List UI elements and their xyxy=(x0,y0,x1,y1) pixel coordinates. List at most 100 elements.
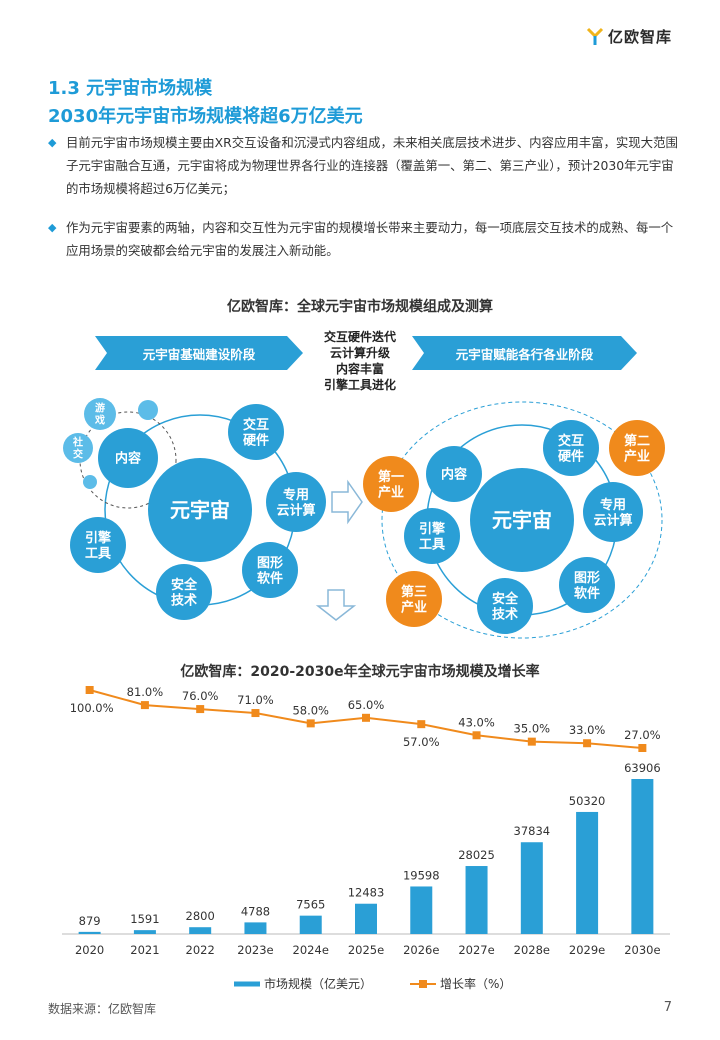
driver-item: 内容丰富 xyxy=(335,362,384,376)
bar-value-label: 50320 xyxy=(569,794,606,808)
left-node-label: 软件 xyxy=(257,570,283,586)
right-node-label: 技术 xyxy=(492,606,518,622)
left-node-label: 技术 xyxy=(171,592,197,608)
diagram-title: 亿欧智库：全球元宇宙市场规模组成及测算 xyxy=(227,299,493,315)
right-node: 内容 xyxy=(426,446,482,502)
growth-marker xyxy=(362,713,370,722)
bar xyxy=(299,915,322,934)
stage-right-arrow-shape xyxy=(412,336,637,370)
bar-value-label: 28025 xyxy=(458,848,495,862)
bar xyxy=(78,931,101,934)
left-small-node-label: 游 xyxy=(95,402,105,415)
page-number: 7 xyxy=(663,1000,672,1015)
industry-node-circle xyxy=(386,571,442,627)
left-node-label: 交互 xyxy=(243,417,269,433)
right-center-node-label: 元宇宙 xyxy=(492,508,552,532)
bar-value-label: 1591 xyxy=(130,912,159,926)
right-node-label: 安全 xyxy=(492,591,519,607)
right-node: 交互硬件 xyxy=(543,420,599,476)
bar xyxy=(133,930,156,934)
growth-value-label: 43.0% xyxy=(458,715,495,729)
right-node-label: 引擎 xyxy=(419,521,445,537)
industry-node-label: 第一 xyxy=(378,469,404,485)
right-arrow-icon xyxy=(331,479,363,525)
growth-marker xyxy=(583,739,592,748)
diamond-bullet-icon: ◆ xyxy=(48,221,57,234)
right-node-circle xyxy=(583,482,643,542)
stage-left-arrow-shape xyxy=(95,336,303,370)
growth-value-label: 76.0% xyxy=(182,689,219,703)
bar xyxy=(520,842,543,934)
growth-marker xyxy=(527,737,536,746)
x-tick-label: 2022 xyxy=(186,943,215,957)
bar xyxy=(355,903,377,934)
x-tick-label: 2026e xyxy=(403,943,439,957)
diamond-bullet-icon: ◆ xyxy=(48,136,57,149)
growth-marker xyxy=(251,709,260,718)
left-small-node-circle xyxy=(63,433,93,463)
brand-logo-icon xyxy=(586,27,604,45)
left-node: 引擎工具 xyxy=(70,517,126,573)
left-node-circle xyxy=(266,472,326,532)
right-node: 引擎工具 xyxy=(404,508,460,564)
left-node-label: 硬件 xyxy=(243,432,269,448)
x-tick-label: 2023e xyxy=(237,943,273,957)
bar-value-label: 2800 xyxy=(186,909,215,923)
right-node-circle xyxy=(426,446,482,502)
drivers-list: 交互硬件迭代 云计算升级 内容丰富 引擎工具进化 xyxy=(300,329,420,393)
growth-value-label: 100.0% xyxy=(70,701,114,715)
industry-node-circle xyxy=(609,420,665,476)
growth-marker xyxy=(472,731,481,740)
left-node-label: 引擎 xyxy=(85,530,111,546)
x-tick-label: 2024e xyxy=(293,943,329,957)
growth-value-label: 27.0% xyxy=(624,728,661,742)
left-node-label: 工具 xyxy=(85,546,111,561)
growth-value-label: 65.0% xyxy=(348,698,385,712)
right-center-node: 元宇宙 xyxy=(470,468,574,572)
legend-line-label: 增长率（%） xyxy=(440,976,511,991)
right-node-label: 软件 xyxy=(574,585,600,601)
right-node-label: 专用 xyxy=(600,497,626,513)
growth-marker xyxy=(196,705,205,714)
right-node-label: 硬件 xyxy=(558,448,584,464)
industry-node: 第三产业 xyxy=(386,571,442,627)
section-subtitle: 2030年元宇宙市场规模将超6万亿美元 xyxy=(48,106,363,127)
left-node-circle xyxy=(228,404,284,460)
right-node-circle xyxy=(559,557,615,613)
industry-node-circle xyxy=(363,456,419,512)
stage-right-label: 元宇宙赋能各行各业阶段 xyxy=(455,346,594,362)
x-tick-label: 2021 xyxy=(130,943,159,957)
industry-node-label: 产业 xyxy=(401,599,427,615)
growth-value-label: 57.0% xyxy=(403,735,440,749)
x-tick-label: 2029e xyxy=(569,943,605,957)
bar xyxy=(410,886,433,934)
stage-left-label: 元宇宙基础建设阶段 xyxy=(142,346,256,362)
left-node-circle xyxy=(242,542,298,598)
left-node-label: 内容 xyxy=(115,451,141,467)
left-node-label: 图形 xyxy=(257,556,283,571)
driver-item: 交互硬件迭代 xyxy=(323,330,396,344)
brand-logo: 亿欧智库 xyxy=(586,26,672,47)
industry-node-label: 第三 xyxy=(401,584,427,600)
bar-value-label: 12483 xyxy=(348,886,385,900)
right-node-label: 图形 xyxy=(574,571,600,586)
bullet-text: 作为元宇宙要素的两轴，内容和交互性为元宇宙的规模增长带来主要动力，每一项底层交互… xyxy=(66,220,674,258)
growth-value-label: 33.0% xyxy=(569,723,606,737)
bar-value-label: 879 xyxy=(79,914,101,928)
bar-value-label: 4788 xyxy=(241,904,270,918)
growth-marker xyxy=(140,701,149,710)
right-center-node-circle xyxy=(470,468,574,572)
bullet-item: ◆ 目前元宇宙市场规模主要由XR交互设备和沉浸式内容组成，未来相关底层技术进步、… xyxy=(48,131,678,200)
bar-value-label: 63906 xyxy=(624,761,661,775)
left-node-label: 安全 xyxy=(171,577,198,593)
section-title: 1.3 元宇宙市场规模 xyxy=(48,78,213,99)
left-small-node-label: 戏 xyxy=(94,414,105,427)
market-size-chart: 879 2020 1591 2021 2800 2022 4788 2023e 7565 2024… xyxy=(62,685,670,991)
bar-value-label: 7565 xyxy=(296,898,325,912)
driver-item: 云计算升级 xyxy=(329,346,390,360)
right-node-label: 内容 xyxy=(441,467,467,483)
